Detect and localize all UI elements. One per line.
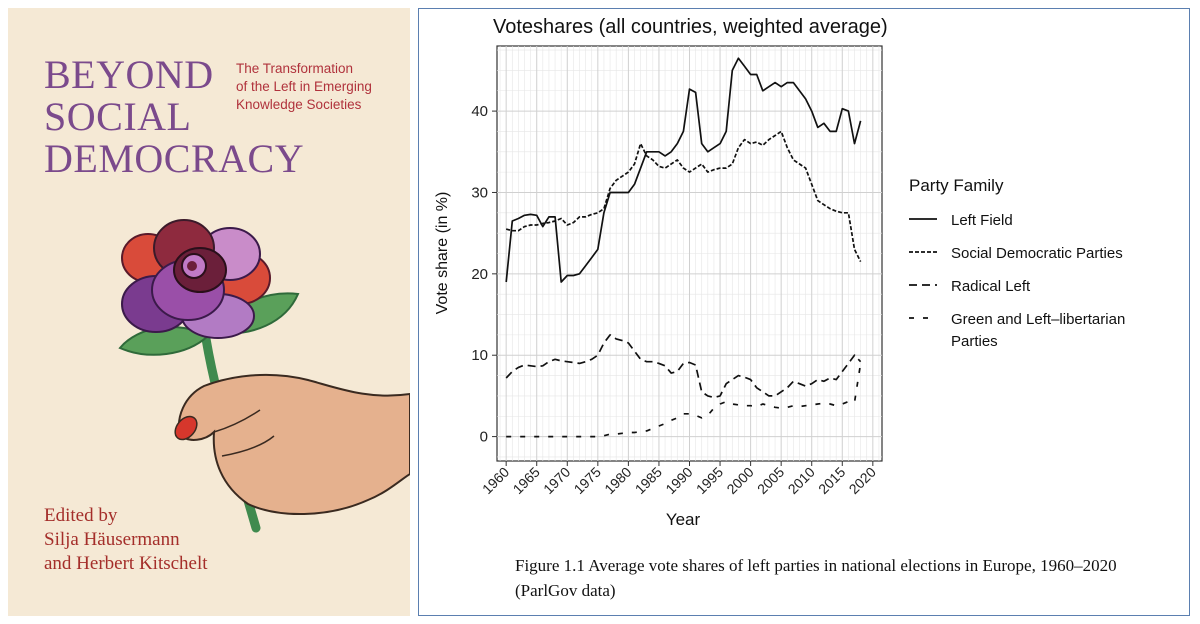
x-tick-label: 1975 xyxy=(571,464,604,497)
grid xyxy=(497,46,882,461)
x-tick-label: 2005 xyxy=(754,464,787,497)
legend-label: Radical Left xyxy=(951,278,1031,295)
x-tick-label: 1970 xyxy=(540,464,573,497)
finger-line xyxy=(213,409,261,433)
y-tick-label: 30 xyxy=(471,184,488,201)
book-title-line: SOCIAL xyxy=(44,94,192,139)
editors-line: Silja Häusermann xyxy=(44,529,180,550)
y-tick-label: 40 xyxy=(471,103,488,120)
fingernail xyxy=(174,415,198,441)
x-tick-label: 1965 xyxy=(509,464,542,497)
book-title-line: DEMOCRACY xyxy=(44,136,305,181)
book-cover: BEYOND SOCIAL DEMOCRACY The Transformati… xyxy=(8,8,410,616)
book-subtitle-line: The Transformation xyxy=(236,61,354,76)
rose-leaf-left xyxy=(118,325,210,356)
x-tick-label: 2020 xyxy=(846,464,879,497)
x-tick-label: 1980 xyxy=(601,464,634,497)
legend-label: Left Field xyxy=(951,212,1013,229)
legend-items: Left Field Social Democratic Parties Radic… xyxy=(909,212,1125,350)
figure-panel: Voteshares (all countries, weighted aver… xyxy=(418,8,1190,616)
editors-line: Edited by xyxy=(44,505,118,526)
y-axis-label: Vote share (in %) xyxy=(434,192,451,315)
x-tick-label: 2000 xyxy=(723,464,756,497)
hand xyxy=(178,373,410,515)
figure-caption: Figure 1.1 Average vote shares of left p… xyxy=(515,556,1117,600)
x-tick-label: 1985 xyxy=(632,464,665,497)
x-tick-label: 1960 xyxy=(479,464,512,497)
series-line-1 xyxy=(505,57,862,283)
book-title: BEYOND SOCIAL DEMOCRACY xyxy=(44,54,304,180)
series-line-3 xyxy=(505,334,862,399)
editors-line: and Herbert Kitschelt xyxy=(44,553,208,574)
series-line-4 xyxy=(506,363,862,438)
legend-title: Party Family xyxy=(909,176,1004,195)
y-tick-label: 0 xyxy=(480,429,488,446)
book-editors: Edited by Silja Häusermann and Herbert K… xyxy=(44,504,208,576)
chart-title: Voteshares (all countries, weighted aver… xyxy=(493,16,888,38)
x-tick-label: 1990 xyxy=(662,464,695,497)
series-line-2 xyxy=(505,130,862,262)
x-tick-label: 2015 xyxy=(815,464,848,497)
book-subtitle: The Transformation of the Left in Emergi… xyxy=(236,60,372,114)
vote-share-chart: Voteshares (all countries, weighted aver… xyxy=(434,16,1125,529)
x-axis-label: Year xyxy=(666,510,701,529)
rose-center xyxy=(187,261,197,271)
x-tick-label: 2010 xyxy=(784,464,817,497)
y-tick-label: 20 xyxy=(471,266,488,283)
finger-line xyxy=(221,435,275,457)
book-subtitle-line: Knowledge Societies xyxy=(236,97,362,112)
x-tick-label: 1995 xyxy=(693,464,726,497)
y-tick-label: 10 xyxy=(471,347,488,364)
book-title-line: BEYOND xyxy=(44,52,214,97)
legend: Party Family Left Field Social Democratic… xyxy=(909,176,1125,350)
series-lines xyxy=(505,57,862,438)
legend-label: Social Democratic Parties xyxy=(951,245,1123,262)
hand-holding-rose-illustration xyxy=(118,219,410,533)
book-subtitle-line: of the Left in Emerging xyxy=(236,79,372,94)
legend-label: Green and Left–libertarian Parties xyxy=(951,311,1125,350)
